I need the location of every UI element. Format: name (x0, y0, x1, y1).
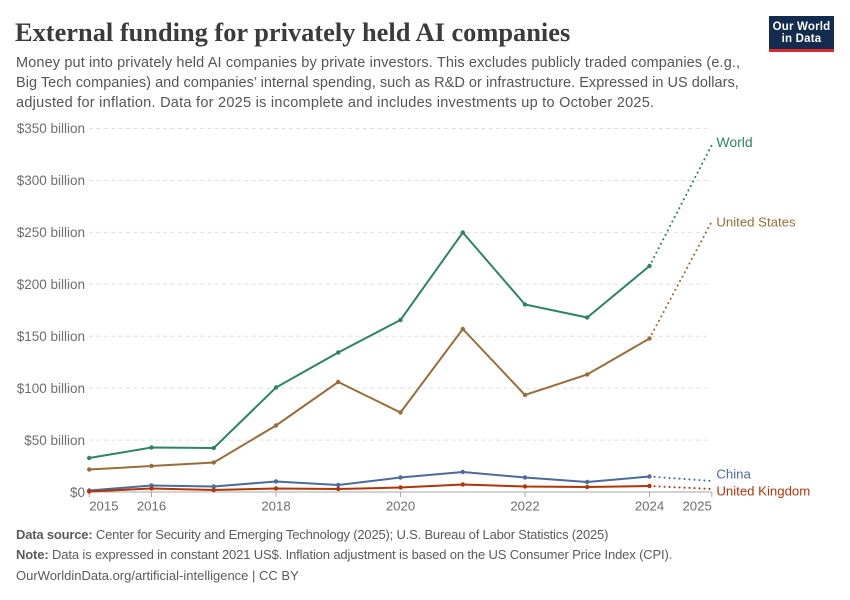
svg-text:$200 billion: $200 billion (17, 277, 85, 292)
svg-text:World: World (716, 134, 752, 150)
svg-text:$250 billion: $250 billion (17, 225, 85, 240)
svg-text:$100 billion: $100 billion (17, 381, 85, 396)
svg-text:$50 billion: $50 billion (24, 433, 85, 448)
svg-text:2016: 2016 (137, 499, 166, 514)
svg-text:$300 billion: $300 billion (17, 173, 85, 188)
svg-text:China: China (716, 466, 751, 481)
svg-text:2015: 2015 (89, 499, 118, 514)
svg-text:2022: 2022 (510, 499, 539, 514)
svg-text:$350 billion: $350 billion (17, 121, 85, 136)
svg-text:United Kingdom: United Kingdom (716, 483, 810, 498)
svg-text:2020: 2020 (386, 499, 415, 514)
svg-text:$0: $0 (70, 485, 85, 500)
svg-text:2025: 2025 (682, 499, 711, 514)
svg-text:2024: 2024 (635, 499, 664, 514)
svg-text:United States: United States (716, 215, 796, 230)
svg-text:$150 billion: $150 billion (17, 329, 85, 344)
svg-text:2018: 2018 (261, 499, 290, 514)
